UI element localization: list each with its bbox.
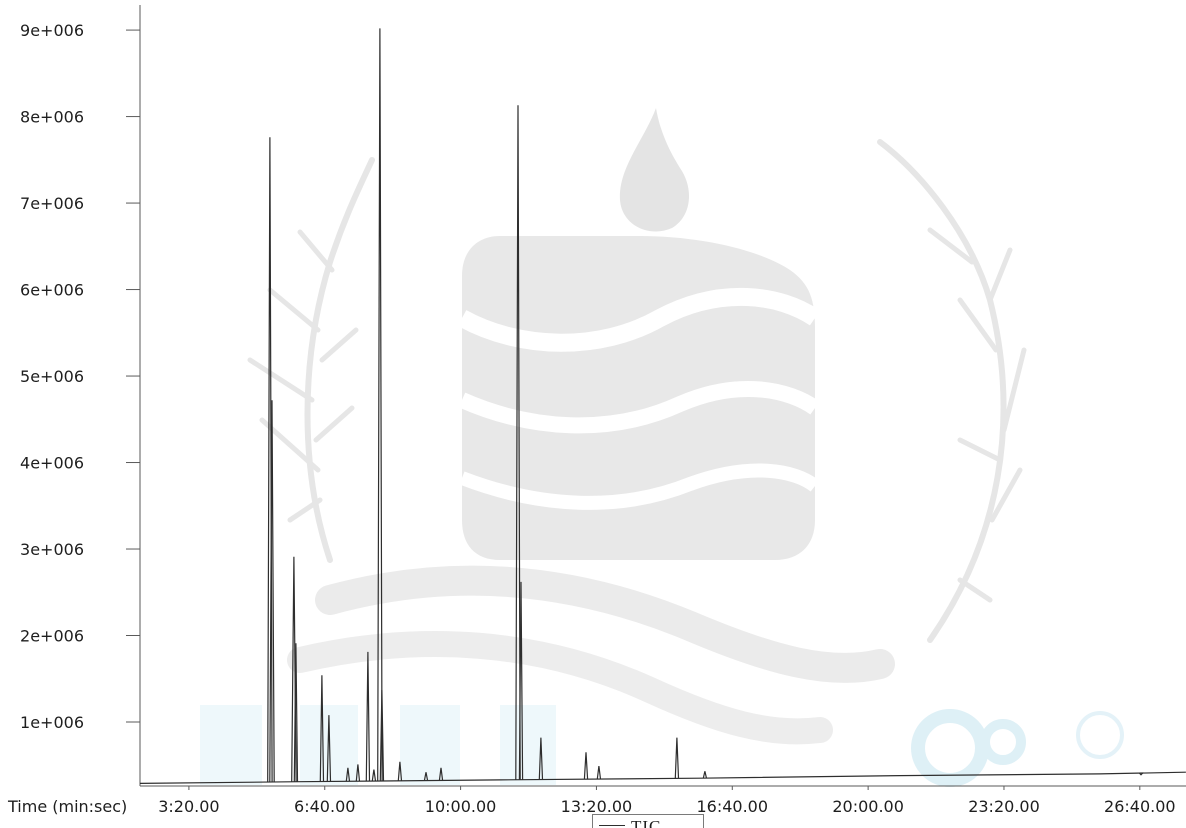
y-tick-label: 8e+006	[20, 108, 84, 127]
x-tick-label: 6:40.00	[294, 797, 355, 816]
watermark-candle-stripe	[458, 381, 820, 434]
watermark-letter	[500, 705, 556, 785]
watermark-swirl	[911, 709, 989, 787]
tic-baseline-trace	[139, 771, 1186, 784]
tic-peak	[702, 771, 708, 779]
watermark-laurel-right	[877, 139, 1007, 643]
x-tick-label: 26:40.00	[1104, 797, 1176, 816]
y-tick-label: 3e+006	[20, 540, 84, 559]
tic-peak	[515, 105, 521, 780]
tic-peak	[293, 643, 299, 782]
y-tick-label: 1e+006	[20, 713, 84, 732]
watermark-flame	[619, 108, 690, 232]
tic-peak	[1138, 772, 1144, 776]
x-tick-label: 23:20.00	[968, 797, 1040, 816]
legend-swatch	[599, 825, 625, 826]
x-tick-label: 10:00.00	[425, 797, 497, 816]
y-tick-label: 4e+006	[20, 454, 84, 473]
watermark-candle	[462, 236, 815, 560]
watermark-letter	[200, 705, 262, 785]
watermark-laurel-left-branch	[247, 229, 359, 523]
tic-peak	[397, 761, 403, 781]
tic-peak	[438, 767, 444, 781]
tic-peak	[379, 689, 385, 782]
tic-peak	[518, 581, 524, 780]
tic-peak	[583, 752, 589, 780]
watermark-letter	[400, 705, 460, 785]
tic-peak	[596, 766, 602, 780]
watermark-logo	[200, 108, 1124, 787]
x-axis-title: Time (min:sec)	[8, 797, 128, 816]
watermark-laurel-left	[304, 157, 375, 563]
tic-peak	[674, 737, 680, 779]
tic-peak	[371, 769, 377, 782]
tic-peak	[355, 764, 361, 782]
tic-peak	[269, 400, 275, 783]
tic-peak	[345, 767, 351, 782]
tic-peak	[319, 675, 325, 782]
y-tick-label: 5e+006	[20, 367, 84, 386]
legend-label: TIC	[631, 817, 662, 828]
tic-peak	[377, 28, 383, 782]
y-tick-label: 2e+006	[20, 627, 84, 646]
x-tick-label: 3:20.00	[158, 797, 219, 816]
watermark-laurel-right-branch	[927, 227, 1027, 603]
x-tick-label: 20:00.00	[832, 797, 904, 816]
watermark-swirl	[980, 719, 1026, 765]
y-tick-label: 7e+006	[20, 194, 84, 213]
y-tick-label: 9e+006	[20, 21, 84, 40]
watermark-registered-mark	[1076, 711, 1124, 759]
legend: TIC	[592, 814, 704, 828]
watermark-band	[287, 631, 833, 745]
watermark-band	[315, 565, 895, 683]
tic-peak	[326, 715, 332, 782]
y-tick-label: 6e+006	[20, 281, 84, 300]
x-tick-label: 13:20.00	[561, 797, 633, 816]
watermark-candle-stripe	[459, 463, 820, 510]
tic-peak	[423, 772, 429, 781]
x-tick-label: 16:40.00	[696, 797, 768, 816]
tic-peak	[365, 651, 371, 782]
tic-peak	[538, 737, 544, 780]
